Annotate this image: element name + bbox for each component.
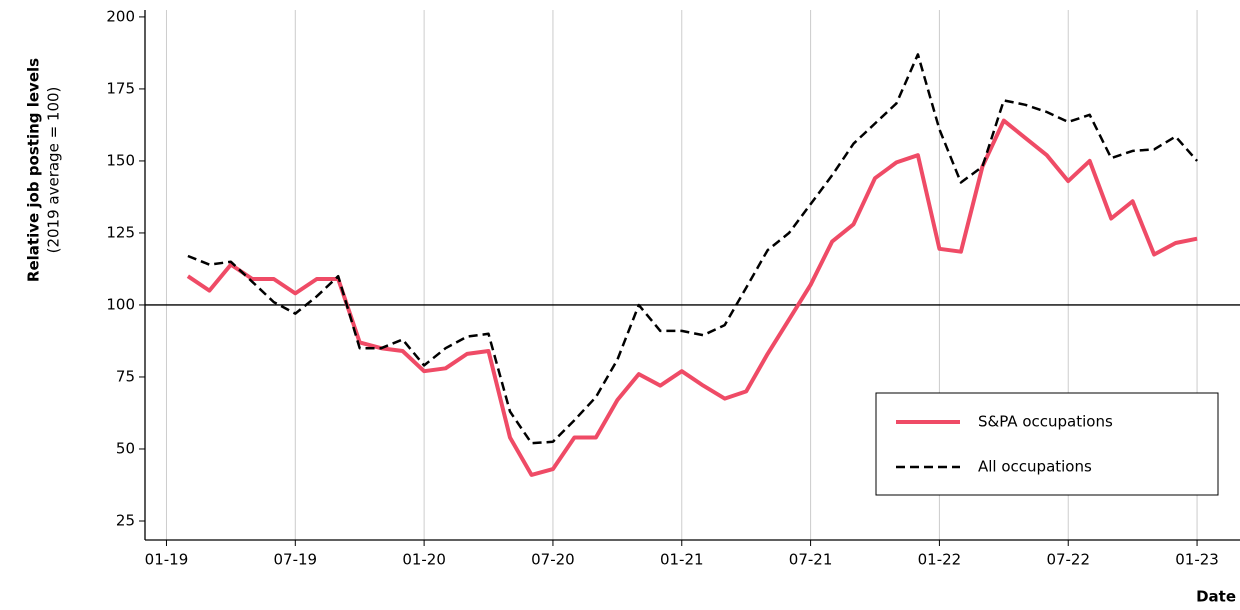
legend-label: All occupations bbox=[978, 458, 1092, 476]
x-axis-label: Date bbox=[1196, 588, 1236, 606]
legend-label: S&PA occupations bbox=[978, 413, 1113, 431]
y-tick-label: 200 bbox=[106, 7, 135, 25]
x-tick-label: 01-20 bbox=[402, 551, 446, 569]
x-tick-label: 07-21 bbox=[789, 551, 833, 569]
y-tick-label: 175 bbox=[106, 79, 135, 97]
x-tick-label: 01-23 bbox=[1175, 551, 1219, 569]
y-tick-label: 25 bbox=[116, 511, 135, 529]
y-tick-label: 125 bbox=[106, 223, 135, 241]
y-axis-label: Relative job posting levels bbox=[25, 58, 43, 282]
legend-box bbox=[875, 392, 1219, 496]
y-tick-label: 150 bbox=[106, 151, 135, 169]
y-tick-label: 75 bbox=[116, 367, 135, 385]
x-tick-label: 07-20 bbox=[531, 551, 575, 569]
series-line bbox=[187, 53, 1199, 445]
y-axis-note: (2019 average = 100) bbox=[45, 87, 63, 254]
x-tick-label: 01-21 bbox=[660, 551, 704, 569]
x-tick-label: 07-22 bbox=[1046, 551, 1090, 569]
x-tick-label: 01-19 bbox=[145, 551, 189, 569]
x-tick-label: 01-22 bbox=[918, 551, 962, 569]
x-tick-label: 07-19 bbox=[273, 551, 317, 569]
y-tick-label: 100 bbox=[106, 295, 135, 313]
y-tick-label: 50 bbox=[116, 439, 135, 457]
